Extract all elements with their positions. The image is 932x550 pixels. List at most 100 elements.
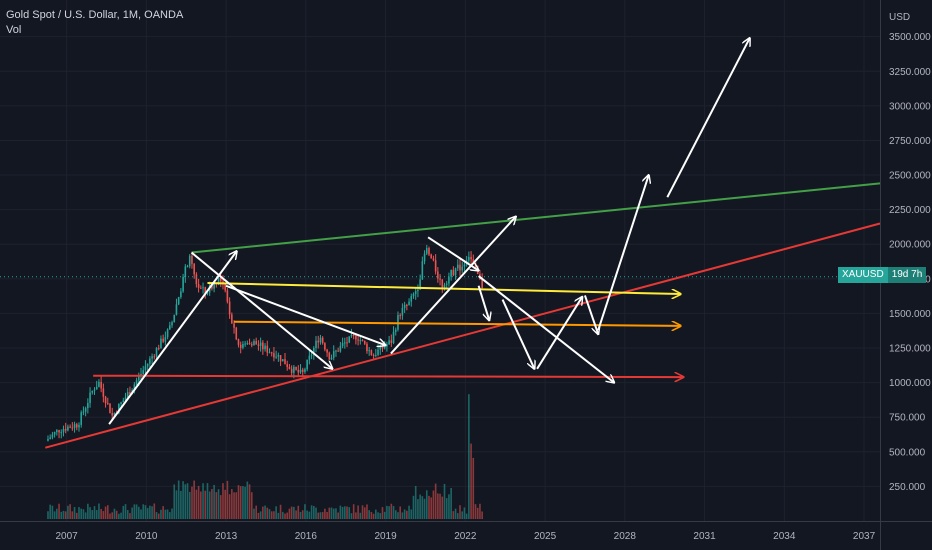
candle-body: [118, 404, 120, 414]
x-tick-label: 2010: [135, 531, 158, 542]
candle-body: [82, 411, 85, 413]
y-tick-label: 3500.000: [889, 32, 931, 43]
candle-body: [197, 284, 200, 288]
y-tick-label: 3250.000: [889, 67, 931, 78]
volume-bar: [465, 513, 468, 519]
volume-bar: [479, 503, 481, 519]
candle-body: [461, 266, 464, 271]
projection-arrow: [225, 284, 385, 346]
candle-body: [102, 388, 105, 397]
candle-body: [341, 343, 344, 346]
volume-bar: [341, 506, 344, 519]
volume-bar: [202, 483, 204, 519]
candle-body: [235, 327, 238, 340]
y-tick-label: 2250.000: [889, 205, 931, 216]
volume-bar: [463, 507, 466, 519]
candle-body: [441, 279, 444, 288]
candle-body: [104, 396, 107, 404]
candle-body: [361, 340, 364, 342]
volume-bar: [118, 513, 120, 519]
symbol-title[interactable]: Gold Spot / U.S. Dollar, 1M, OANDA: [6, 9, 184, 21]
candle-body: [239, 344, 242, 348]
candle-body: [430, 254, 433, 259]
projection-arrow: [536, 297, 582, 370]
volume-bar: [182, 481, 184, 519]
drawings-layer[interactable]: [45, 38, 881, 449]
volume-bar: [144, 505, 147, 519]
volume-bar: [406, 510, 408, 519]
candle-body: [366, 343, 368, 352]
volume-bar: [248, 484, 251, 519]
volume-bar: [131, 507, 133, 519]
volume-bar: [295, 510, 297, 519]
volume-bar: [372, 513, 375, 519]
candle-body: [100, 381, 102, 389]
volume-bar: [439, 493, 441, 519]
x-tick-label: 2025: [534, 531, 557, 542]
volume-bar: [69, 504, 71, 519]
candle-body: [352, 334, 355, 336]
candle-body: [171, 322, 173, 326]
candle-body: [315, 340, 317, 348]
green-resistance-line: [191, 182, 881, 254]
volume-bar: [383, 511, 386, 519]
candle-body: [80, 412, 83, 425]
candle-body: [317, 340, 320, 343]
volume-bar: [326, 511, 328, 519]
candle-body: [233, 323, 235, 328]
candle-body: [279, 355, 282, 362]
candle-body: [126, 392, 129, 398]
volume-bar: [288, 508, 291, 519]
candle-body: [403, 304, 406, 308]
candle-body: [328, 352, 331, 360]
candle-body: [87, 403, 89, 409]
candle-body: [211, 285, 213, 289]
volume-bar: [335, 508, 337, 519]
volume-bar: [120, 512, 122, 519]
candle-body: [151, 356, 153, 359]
volume-bar: [452, 511, 455, 519]
projection-arrow: [427, 236, 479, 270]
candle-body: [273, 353, 275, 358]
candle-body: [219, 277, 222, 282]
candle-body: [417, 289, 419, 292]
candle-body: [113, 412, 116, 416]
volume-bar: [246, 481, 249, 519]
x-tick-label: 2013: [215, 531, 238, 542]
candle-body: [381, 345, 384, 349]
candle-body: [399, 315, 401, 317]
volume-bar: [319, 512, 322, 519]
volume-bar: [255, 505, 258, 519]
volume-bar: [443, 483, 446, 519]
volume-bar: [459, 505, 461, 519]
volume-bar: [56, 508, 58, 519]
candle-body: [377, 349, 379, 355]
candle-body: [204, 287, 207, 294]
candle-body: [184, 266, 187, 277]
y-tick-label: 2750.000: [889, 136, 931, 147]
volume-bar: [153, 503, 156, 519]
candle-body: [217, 277, 220, 285]
volume-bar: [67, 505, 69, 519]
volume-indicator-label[interactable]: Vol: [6, 24, 22, 36]
candle-body: [120, 402, 122, 405]
volume-bar: [348, 507, 351, 519]
volume-bar: [350, 513, 353, 519]
candle-body: [246, 343, 249, 345]
volume-bar: [359, 512, 362, 519]
candle-body: [350, 334, 353, 337]
candle-body: [78, 424, 80, 428]
candle-body: [106, 403, 109, 405]
x-tick-label: 2007: [55, 531, 78, 542]
volume-bar: [286, 512, 289, 519]
x-tick-label: 2031: [693, 531, 716, 542]
volume-bar: [188, 491, 191, 519]
candle-body: [425, 248, 428, 254]
volume-bar: [332, 508, 335, 519]
candle-body: [155, 348, 158, 357]
volume-bar: [222, 483, 224, 519]
candle-body: [337, 350, 339, 352]
